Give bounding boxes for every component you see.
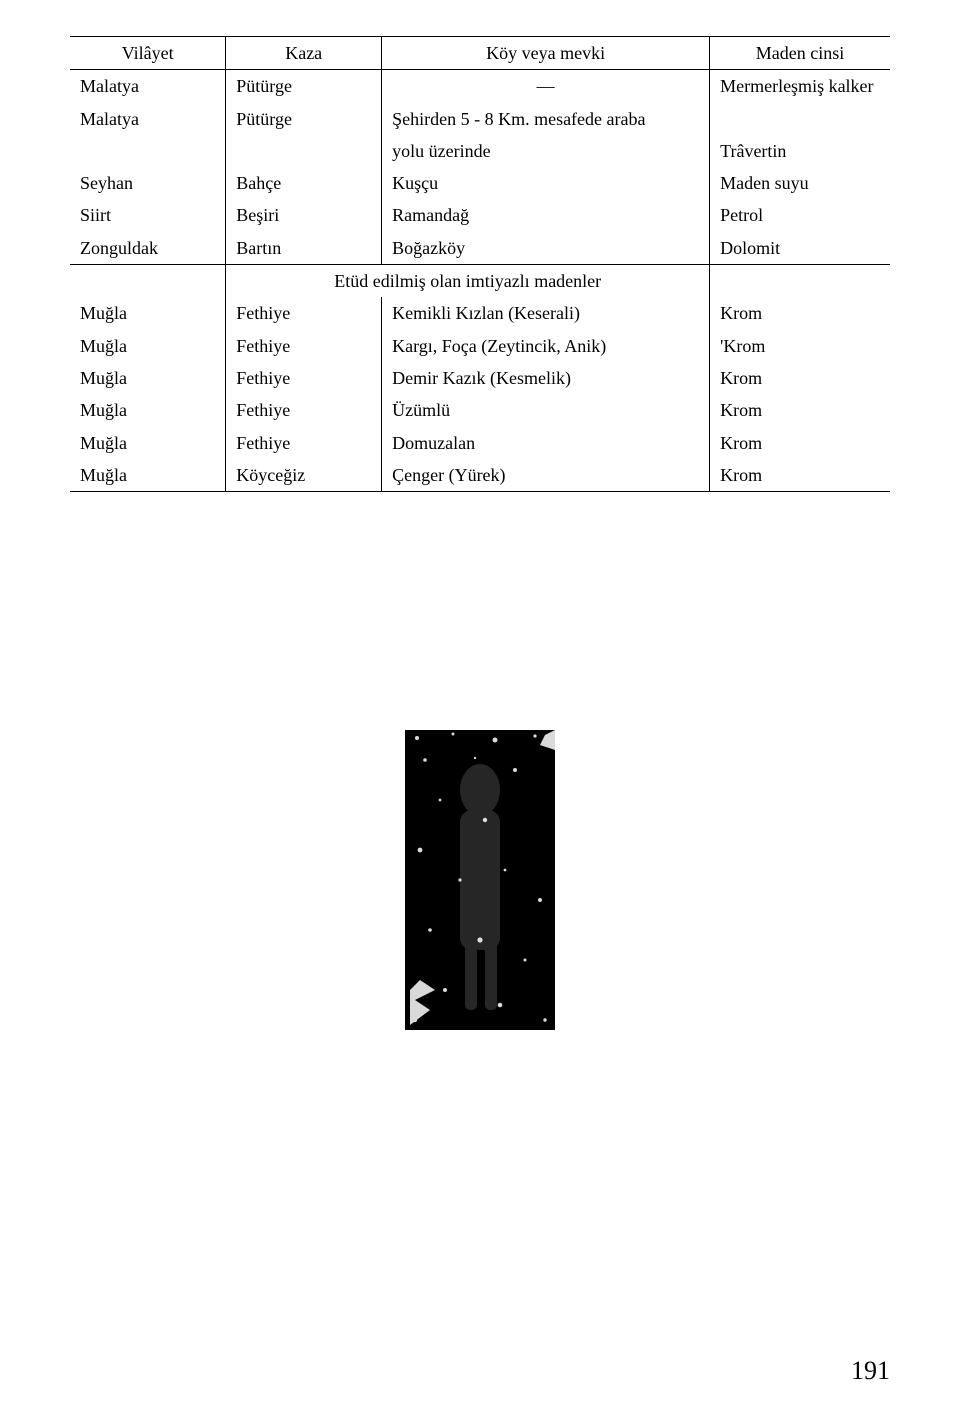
table-cell: Muğla <box>70 427 226 459</box>
table-cell: Ramandağ <box>382 199 710 231</box>
table-cell: Köyceğiz <box>226 459 382 492</box>
table-row: MalatyaPütürgeŞehirden 5 - 8 Km. mesafed… <box>70 103 890 135</box>
page: Vilâyet Kaza Köy veya mevki Maden cinsi … <box>0 0 960 1416</box>
header-koy: Köy veya mevki <box>382 37 710 70</box>
table-cell <box>710 103 890 135</box>
table-cell: Muğla <box>70 362 226 394</box>
table-row: MuğlaFethiyeKargı, Foça (Zeytincik, Anik… <box>70 330 890 362</box>
table-cell: Çenger (Yürek) <box>382 459 710 492</box>
midtitle-pad-right <box>710 265 890 298</box>
midtitle-pad-left <box>70 265 226 298</box>
table-cell: Seyhan <box>70 167 226 199</box>
table-row: MuğlaFethiyeÜzümlüKrom <box>70 394 890 426</box>
table-row: MuğlaFethiyeDemir Kazık (Kesmelik)Krom <box>70 362 890 394</box>
table-cell: Krom <box>710 427 890 459</box>
table-cell: Üzümlü <box>382 394 710 426</box>
figure-image <box>405 730 555 1030</box>
table-cell: Krom <box>710 362 890 394</box>
table-cell: Kemikli Kızlan (Keserali) <box>382 297 710 329</box>
header-maden: Maden cinsi <box>710 37 890 70</box>
midtitle: Etüd edilmiş olan imtiyazlı madenler <box>226 265 710 298</box>
table-cell: Trâvertin <box>710 135 890 167</box>
table-cell: Krom <box>710 297 890 329</box>
table-cell: Bahçe <box>226 167 382 199</box>
table-cell: Demir Kazık (Kesmelik) <box>382 362 710 394</box>
table-cell <box>226 135 382 167</box>
table-cell: Fethiye <box>226 394 382 426</box>
table-cell: Boğazköy <box>382 232 710 265</box>
table-header-row: Vilâyet Kaza Köy veya mevki Maden cinsi <box>70 37 890 70</box>
table-cell: Muğla <box>70 459 226 492</box>
table-cell: Mermerleşmiş kalker <box>710 70 890 103</box>
table-row: MuğlaKöyceğizÇenger (Yürek)Krom <box>70 459 890 492</box>
header-vilayet: Vilâyet <box>70 37 226 70</box>
table-cell: Muğla <box>70 330 226 362</box>
section2-body: MuğlaFethiyeKemikli Kızlan (Keserali)Kro… <box>70 297 890 491</box>
table-row: SiirtBeşiriRamandağPetrol <box>70 199 890 231</box>
table-row: SeyhanBahçeKuşçuMaden suyu <box>70 167 890 199</box>
table-cell: yolu üzerinde <box>382 135 710 167</box>
table-cell: 'Krom <box>710 330 890 362</box>
table-cell: Pütürge <box>226 103 382 135</box>
table-cell: Kargı, Foça (Zeytincik, Anik) <box>382 330 710 362</box>
table-cell: Zonguldak <box>70 232 226 265</box>
table-cell: Beşiri <box>226 199 382 231</box>
table-cell: Fethiye <box>226 297 382 329</box>
figure-svg <box>405 730 555 1030</box>
table-cell: Kuşçu <box>382 167 710 199</box>
page-number: 191 <box>851 1356 890 1386</box>
table-cell: Muğla <box>70 297 226 329</box>
table-cell: Fethiye <box>226 427 382 459</box>
midtitle-row: Etüd edilmiş olan imtiyazlı madenler <box>70 265 890 298</box>
table-cell: Fethiye <box>226 330 382 362</box>
table-cell: Pütürge <box>226 70 382 103</box>
table-row: MuğlaFethiyeDomuzalanKrom <box>70 427 890 459</box>
table-cell: Fethiye <box>226 362 382 394</box>
table-cell <box>70 135 226 167</box>
table-cell: Muğla <box>70 394 226 426</box>
table-cell: Malatya <box>70 70 226 103</box>
table-cell: Petrol <box>710 199 890 231</box>
section1-body: MalatyaPütürge—Mermerleşmiş kalkerMalaty… <box>70 70 890 265</box>
table-cell: Krom <box>710 459 890 492</box>
table-cell: Maden suyu <box>710 167 890 199</box>
table-cell: Domuzalan <box>382 427 710 459</box>
table-cell: Krom <box>710 394 890 426</box>
table-row: ZonguldakBartınBoğazköyDolomit <box>70 232 890 265</box>
table-cell: Siirt <box>70 199 226 231</box>
table-row: yolu üzerindeTrâvertin <box>70 135 890 167</box>
data-table: Vilâyet Kaza Köy veya mevki Maden cinsi … <box>70 36 890 492</box>
table-cell: Şehirden 5 - 8 Km. mesafede araba <box>382 103 710 135</box>
table-cell: Malatya <box>70 103 226 135</box>
table-cell: — <box>382 70 710 103</box>
header-kaza: Kaza <box>226 37 382 70</box>
table-cell: Bartın <box>226 232 382 265</box>
table-row: MuğlaFethiyeKemikli Kızlan (Keserali)Kro… <box>70 297 890 329</box>
table-cell: Dolomit <box>710 232 890 265</box>
table-row: MalatyaPütürge—Mermerleşmiş kalker <box>70 70 890 103</box>
